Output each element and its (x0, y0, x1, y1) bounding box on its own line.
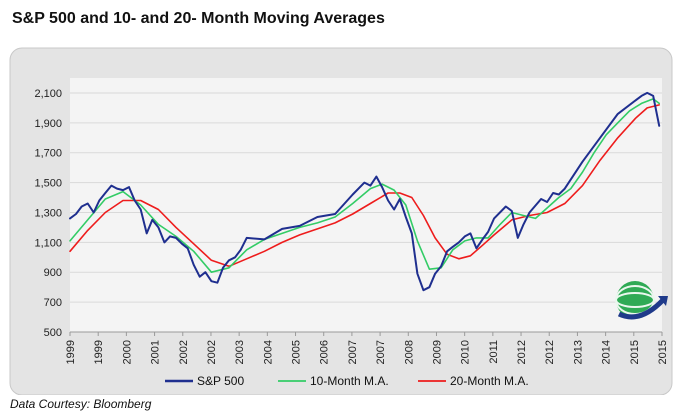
x-tick-label: 2012 (544, 340, 556, 364)
legend-label: 20-Month M.A. (450, 374, 529, 388)
y-axis-ticks: 2,100 1,900 1,700 1,500 1,300 1,100 900 700 500 (34, 88, 62, 339)
x-tick-label: 2015 (657, 340, 669, 364)
x-tick-label: 2007 (375, 340, 387, 364)
x-tick-label: 2015 (629, 340, 641, 364)
y-tick-label: 1,700 (34, 148, 62, 160)
legend-label: 10-Month M.A. (310, 374, 389, 388)
legend-label: S&P 500 (197, 374, 244, 388)
x-tick-label: 1999 (93, 340, 105, 364)
x-tick-label: 2010 (460, 340, 472, 364)
chart-title: S&P 500 and 10- and 20- Month Moving Ave… (12, 10, 385, 27)
y-tick-label: 1,900 (34, 118, 62, 130)
x-tick-label: 2004 (262, 340, 274, 364)
x-tick-label: 2005 (291, 340, 303, 364)
y-tick-label: 500 (44, 327, 62, 339)
x-tick-label: 2012 (516, 340, 528, 364)
x-tick-label: 2014 (601, 340, 613, 364)
y-tick-label: 700 (44, 297, 62, 309)
y-tick-label: 2,100 (34, 88, 62, 100)
y-tick-label: 900 (44, 267, 62, 279)
x-tick-label: 2000 (121, 340, 133, 364)
x-tick-label: 2003 (234, 340, 246, 364)
globe-swoosh-logo-icon (616, 281, 654, 319)
x-tick-label: 2009 (431, 340, 443, 364)
line-chart: 2,1001,9001,7001,5001,3001,100900700500 … (9, 47, 673, 395)
logo (615, 281, 668, 320)
series-line-ma20 (69, 104, 660, 268)
x-tick-label: 1999 (65, 340, 77, 364)
series-line-ma10 (69, 98, 660, 273)
x-tick-label: 2002 (206, 340, 218, 364)
x-tick-label: 2008 (403, 340, 415, 364)
legend: S&P 500 10-Month M.A. 20-Month M.A. (165, 374, 529, 388)
x-axis-ticks: 1999 1999 2000 2001 2002 2002 2003 2004 2005 2006… (65, 331, 669, 364)
y-tick-label: 1,300 (34, 207, 62, 219)
plot-area (70, 78, 662, 332)
data-credit: Data Courtesy: Bloomberg (10, 397, 152, 411)
x-tick-label: 2007 (347, 340, 359, 364)
x-tick-label: 2013 (572, 340, 584, 364)
x-tick-label: 2006 (319, 340, 331, 364)
x-tick-label: 2001 (150, 340, 162, 364)
y-tick-label: 1,100 (34, 237, 62, 249)
x-tick-label: 2002 (178, 340, 190, 364)
series-line-sp500 (69, 91, 661, 292)
y-tick-label: 1,500 (34, 178, 62, 190)
series-lines (69, 91, 661, 292)
x-tick-label: 2011 (488, 340, 500, 364)
